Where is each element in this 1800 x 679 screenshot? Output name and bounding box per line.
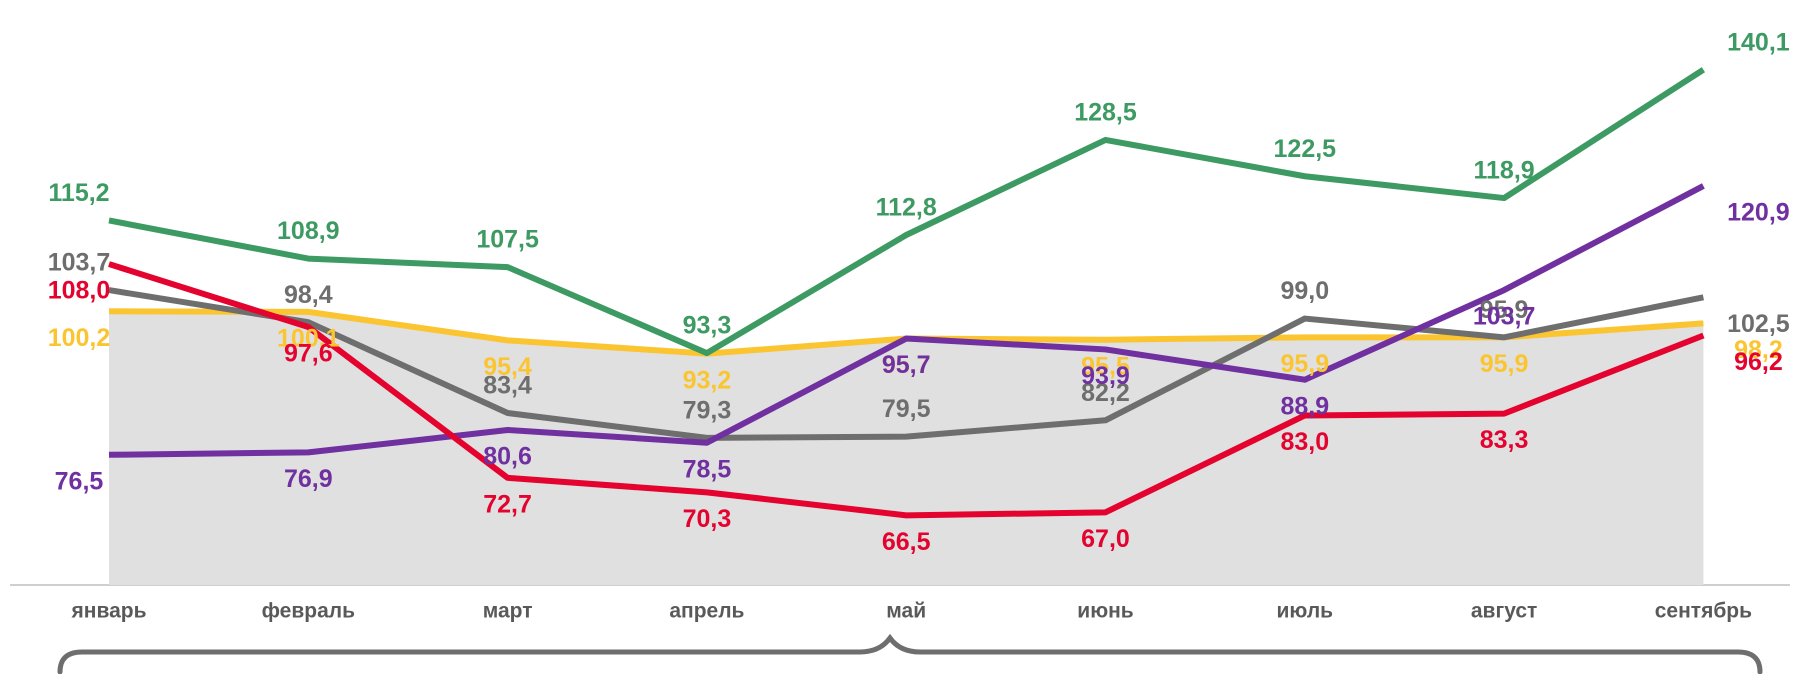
data-label: 76,5 [55, 467, 104, 495]
data-label: 93,9 [1081, 362, 1130, 390]
data-label: 103,7 [48, 249, 111, 277]
data-label: 100,2 [48, 324, 111, 352]
data-label: 107,5 [476, 226, 539, 254]
data-label: 95,4 [483, 353, 532, 381]
data-label: 93,2 [683, 366, 732, 394]
brace [57, 633, 1763, 675]
data-label: 98,2 [1734, 336, 1783, 364]
data-label: 98,4 [284, 281, 333, 309]
data-label: 102,5 [1727, 310, 1790, 338]
data-label: 97,6 [284, 340, 333, 368]
data-label: 70,3 [683, 505, 732, 533]
data-label: 120,9 [1727, 199, 1790, 227]
data-label: 83,4 [483, 372, 532, 400]
data-label: 95,7 [882, 351, 931, 379]
x-tick-label: февраль [262, 600, 356, 623]
data-label: 118,9 [1474, 157, 1535, 185]
data-label: 76,9 [284, 465, 333, 493]
x-tick-label: январь [71, 600, 147, 623]
series-line [108, 287, 1704, 441]
x-tick-label: май [886, 600, 926, 623]
data-label: 82,2 [1081, 379, 1130, 407]
data-label: 140,1 [1727, 28, 1790, 56]
data-label: 95,9 [1480, 296, 1529, 324]
data-label: 108,9 [277, 217, 340, 245]
x-tick-label: июль [1277, 600, 1334, 623]
data-label: 100,1 [277, 325, 340, 353]
data-label: 115,2 [48, 179, 109, 207]
data-label: 83,0 [1280, 428, 1329, 456]
data-label: 95,5 [1081, 352, 1130, 380]
data-label: 80,6 [483, 443, 532, 471]
data-label: 88,9 [1280, 392, 1329, 420]
data-label: 99,0 [1280, 277, 1329, 305]
x-tick-label: сентябрь [1655, 600, 1752, 623]
data-label: 96,2 [1734, 348, 1783, 376]
series-line [108, 183, 1705, 458]
x-tick-label: март [483, 600, 533, 623]
series-line [108, 261, 1705, 519]
data-label: 72,7 [483, 490, 532, 518]
data-label: 103,7 [1473, 303, 1536, 331]
data-label: 128,5 [1074, 99, 1137, 127]
data-label: 83,3 [1480, 426, 1529, 454]
data-label: 78,5 [683, 455, 732, 483]
data-label: 93,3 [683, 312, 732, 340]
data-label: 66,5 [882, 528, 931, 556]
series-line [108, 67, 1706, 357]
x-tick-label: июнь [1077, 600, 1134, 623]
x-tick-label: август [1471, 600, 1537, 623]
data-label: 95,9 [1480, 350, 1529, 378]
data-label: 79,3 [683, 396, 732, 424]
data-label: 95,9 [1280, 350, 1329, 378]
data-label: 108,0 [48, 277, 111, 305]
data-label: 67,0 [1081, 525, 1130, 553]
data-label: 112,8 [876, 194, 937, 222]
x-tick-label: апрель [669, 600, 744, 623]
data-label: 79,5 [882, 395, 931, 423]
data-label: 95,7 [882, 351, 931, 379]
data-label: 122,5 [1274, 135, 1337, 163]
